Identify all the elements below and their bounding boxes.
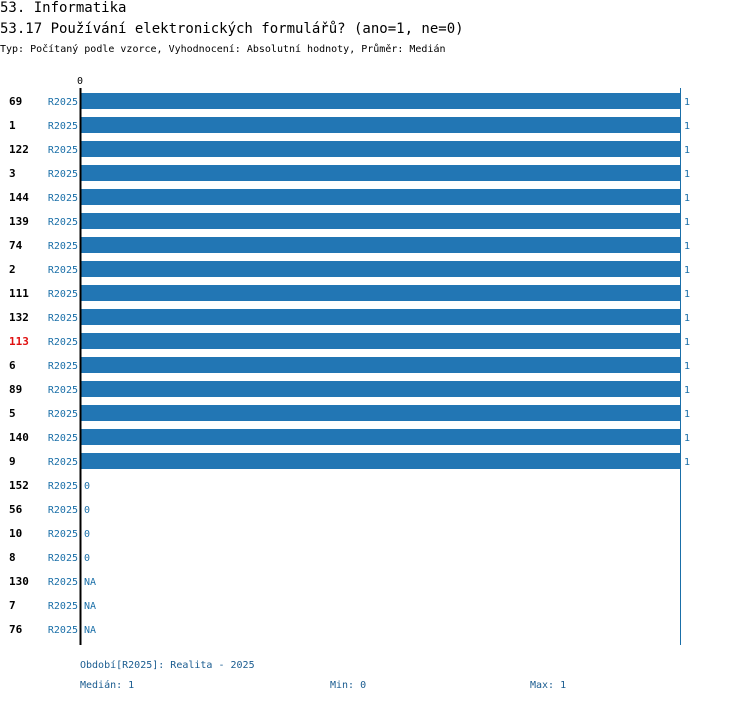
bar: [81, 405, 680, 421]
bar-value-label: 0: [84, 505, 90, 516]
series-label: R2025: [48, 193, 78, 204]
row-id-label: 8: [9, 551, 16, 564]
series-label: R2025: [48, 457, 78, 468]
bar-value-label: 1: [684, 385, 690, 396]
bar-value-label: 1: [684, 361, 690, 372]
row-id-label: 130: [9, 575, 29, 588]
row-id-label: 2: [9, 263, 16, 276]
series-label: R2025: [48, 553, 78, 564]
period-legend: Období[R2025]: Realita - 2025: [80, 660, 255, 671]
series-label: R2025: [48, 529, 78, 540]
bar: [81, 93, 680, 109]
row-id-label: 7: [9, 599, 16, 612]
bar-value-label: 1: [684, 241, 690, 252]
bar-value-label: 1: [684, 193, 690, 204]
bar: [81, 117, 680, 133]
bar: [81, 309, 680, 325]
row-id-label: 122: [9, 143, 29, 156]
row-id-label: 1: [9, 119, 16, 132]
bar-value-label: 1: [684, 217, 690, 228]
max-stat: Max: 1: [530, 680, 567, 691]
bar-value-label: 1: [684, 457, 690, 468]
bar-value-label: 1: [684, 337, 690, 348]
row-id-label: 74: [9, 239, 23, 252]
series-label: R2025: [48, 409, 78, 420]
chart-subtitle: Typ: Počítaný podle vzorce, Vyhodnocení:…: [0, 44, 446, 55]
row-id-label: 144: [9, 191, 29, 204]
bar: [81, 453, 680, 469]
series-label: R2025: [48, 505, 78, 516]
series-label: R2025: [48, 481, 78, 492]
bar: [81, 333, 680, 349]
bar: [81, 261, 680, 277]
section-title: 53. Informatika: [0, 0, 127, 16]
series-label: R2025: [48, 337, 78, 348]
series-label: R2025: [48, 601, 78, 612]
bar-value-label: NA: [84, 577, 96, 588]
bar-value-label: 0: [84, 529, 90, 540]
series-label: R2025: [48, 433, 78, 444]
bar: [81, 381, 680, 397]
bar: [81, 165, 680, 181]
series-label: R2025: [48, 577, 78, 588]
row-id-label: 76: [9, 623, 23, 636]
bar-value-label: 0: [84, 553, 90, 564]
row-id-label: 6: [9, 359, 16, 372]
series-label: R2025: [48, 289, 78, 300]
question-title: 53.17 Používání elektronických formulářů…: [0, 21, 464, 37]
bar-value-label: 0: [84, 481, 90, 492]
row-id-label: 152: [9, 479, 29, 492]
row-id-label: 111: [9, 287, 29, 300]
min-stat: Min: 0: [330, 680, 367, 691]
row-id-label: 56: [9, 503, 23, 516]
row-id-label: 113: [9, 335, 29, 348]
bar: [81, 189, 680, 205]
bar: [81, 357, 680, 373]
bar-value-label: NA: [84, 625, 96, 636]
row-id-label: 10: [9, 527, 22, 540]
row-id-label: 5: [9, 407, 16, 420]
row-id-label: 140: [9, 431, 29, 444]
bar-value-label: 1: [684, 97, 690, 108]
series-label: R2025: [48, 241, 78, 252]
series-label: R2025: [48, 121, 78, 132]
row-id-label: 3: [9, 167, 16, 180]
series-label: R2025: [48, 313, 78, 324]
series-label: R2025: [48, 625, 78, 636]
bar: [81, 237, 680, 253]
row-id-label: 69: [9, 95, 22, 108]
series-label: R2025: [48, 265, 78, 276]
median-stat: Medián: 1: [80, 680, 135, 691]
series-label: R2025: [48, 385, 78, 396]
bar-value-label: NA: [84, 601, 96, 612]
bar-value-label: 1: [684, 145, 690, 156]
bar-value-label: 1: [684, 265, 690, 276]
row-id-label: 139: [9, 215, 29, 228]
bar-value-label: 1: [684, 313, 690, 324]
bar-value-label: 1: [684, 289, 690, 300]
bar-value-label: 1: [684, 409, 690, 420]
bar: [81, 285, 680, 301]
series-label: R2025: [48, 361, 78, 372]
row-id-label: 132: [9, 311, 29, 324]
bar-value-label: 1: [684, 433, 690, 444]
row-id-label: 9: [9, 455, 16, 468]
bar: [81, 141, 680, 157]
series-label: R2025: [48, 145, 78, 156]
bar-value-label: 1: [684, 121, 690, 132]
bar: [81, 213, 680, 229]
series-label: R2025: [48, 169, 78, 180]
x-tick-label: 0: [77, 76, 83, 87]
bar-value-label: 1: [684, 169, 690, 180]
series-label: R2025: [48, 97, 78, 108]
row-id-label: 89: [9, 383, 22, 396]
bar: [81, 429, 680, 445]
series-label: R2025: [48, 217, 78, 228]
